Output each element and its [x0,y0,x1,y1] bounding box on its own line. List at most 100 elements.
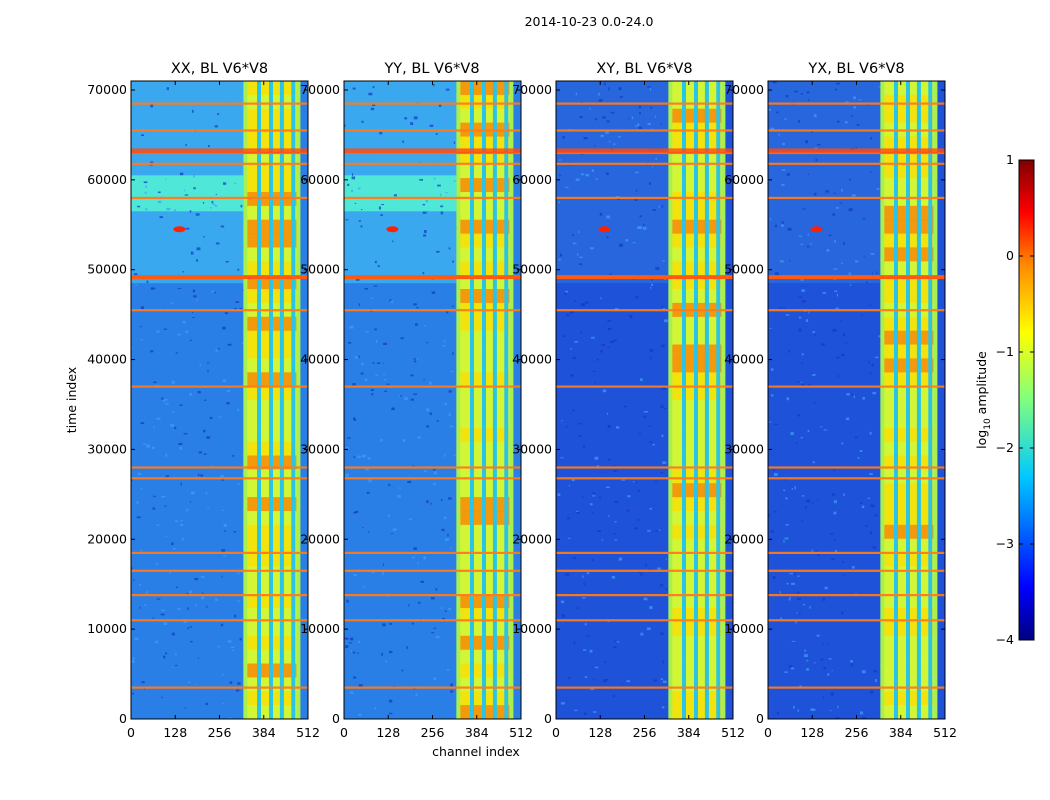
noise-speckle [609,273,612,276]
noise-speckle [623,406,628,408]
noise-speckle [440,499,443,501]
noise-speckle [400,95,403,98]
noise-speckle [806,246,810,248]
noise-speckle [135,284,138,286]
noise-speckle [868,360,870,364]
noise-speckle [362,527,364,529]
noise-speckle [133,657,135,660]
noise-speckle [352,383,356,386]
noise-speckle [578,423,583,425]
noise-speckle [177,272,181,276]
noise-speckle [227,640,232,643]
flagged-row [556,551,733,554]
noise-speckle [348,259,352,261]
noise-speckle [865,525,868,527]
noise-speckle [164,505,167,507]
noise-speckle [612,533,617,535]
noise-speckle [584,301,589,304]
x-tick-label: 256 [633,725,657,740]
noise-speckle [355,278,360,281]
flagged-row [768,196,945,199]
upper-region [768,81,881,284]
noise-speckle [131,479,133,482]
noise-speckle [650,106,653,109]
noise-speckle [605,172,609,175]
panel-4: 0 128 256 384 512 0 10000 20000 30000 40000 50000 6… [724,80,957,740]
noise-speckle [364,288,369,290]
noise-speckle [438,104,442,107]
noise-speckle [179,404,183,406]
flagged-row [131,162,308,165]
noise-speckle [610,111,615,114]
noise-speckle [360,372,364,375]
noise-speckle [179,447,182,450]
noise-speckle [798,613,801,615]
noise-speckle [558,201,560,204]
noise-speckle [380,439,383,442]
noise-speckle [831,493,836,496]
noise-speckle [161,397,164,400]
noise-speckle [648,425,651,427]
band-stripe [492,81,497,719]
noise-speckle [647,86,651,88]
noise-speckle [791,667,795,670]
y-tick-label: 30000 [300,441,340,456]
noise-speckle [664,278,666,280]
noise-speckle [235,301,240,303]
noise-speckle [446,310,449,314]
noise-speckle [156,140,161,142]
noise-speckle [662,461,667,464]
noise-speckle [795,442,798,445]
noise-speckle [215,242,220,245]
noise-speckle [628,315,633,317]
x-tick-label: 384 [677,725,701,740]
noise-speckle [833,469,836,472]
noise-speckle [774,473,778,476]
noise-speckle [845,417,850,421]
flagged-row [131,686,308,689]
noise-speckle [189,501,192,503]
noise-speckle [351,650,352,653]
noise-speckle [618,557,623,561]
noise-speckle [782,142,785,146]
noise-speckle [389,650,393,654]
noise-speckle [393,194,397,197]
noise-speckle [834,290,838,292]
noise-speckle [163,328,167,330]
noise-speckle [589,503,593,506]
noise-speckle [363,586,366,588]
noise-speckle [223,524,227,527]
noise-speckle [580,101,583,104]
noise-speckle [845,121,848,124]
noise-speckle [140,338,143,341]
noise-speckle [786,397,790,401]
noise-speckle [365,330,369,333]
noise-speckle [659,529,661,531]
noise-speckle [583,649,587,651]
noise-speckle [182,271,184,273]
noise-speckle [566,425,568,428]
noise-speckle [802,208,806,210]
noise-speckle [635,189,638,192]
noise-speckle [440,607,443,609]
noise-speckle [823,667,826,670]
noise-speckle [354,419,357,421]
noise-speckle [439,258,441,260]
noise-speckle [381,652,383,656]
x-tick-label: 384 [465,725,489,740]
noise-speckle [648,441,653,443]
noise-speckle [621,683,623,685]
noise-speckle [860,314,863,316]
noise-speckle [876,271,878,274]
noise-speckle [416,306,419,309]
noise-speckle [423,378,425,381]
noise-speckle [797,709,799,712]
noise-speckle [225,261,229,263]
noise-speckle [853,106,857,109]
noise-speckle [607,425,611,428]
noise-speckle [784,671,788,673]
noise-speckle [207,107,210,111]
noise-speckle [163,622,168,625]
noise-speckle [851,393,853,396]
noise-speckle [583,712,587,715]
